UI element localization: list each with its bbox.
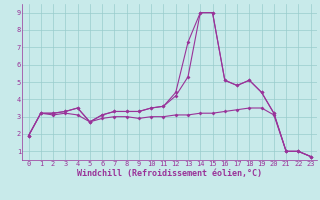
X-axis label: Windchill (Refroidissement éolien,°C): Windchill (Refroidissement éolien,°C) xyxy=(77,169,262,178)
